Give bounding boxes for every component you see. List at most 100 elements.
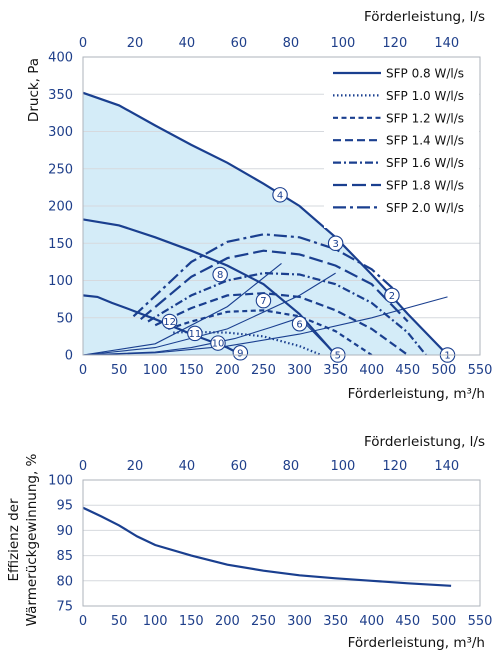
- efficiency-curve: [82, 506, 452, 587]
- legend-label-3: SFP 1.2 W/l/s: [386, 111, 464, 125]
- legend-item-5: SFP 1.6 W/l/s: [333, 156, 464, 170]
- operating-point-label-7: 7: [260, 296, 266, 307]
- legend-label-7: SFP 2.0 W/l/s: [386, 201, 464, 215]
- operating-point-label-10: 10: [212, 339, 225, 350]
- chart1-x-tick-0: 0: [79, 363, 87, 378]
- system-curve-3: [83, 262, 282, 355]
- operating-point-label-9: 9: [237, 348, 243, 359]
- chart1-y-tick-50: 50: [56, 311, 73, 326]
- chart2-gridlines: [83, 504, 480, 582]
- chart2-x-tick-200: 200: [215, 614, 240, 629]
- chart2-x-tick-100: 100: [143, 614, 168, 629]
- chart1-y-tick-400: 400: [48, 51, 73, 66]
- legend-item-7: SFP 2.0 W/l/s: [333, 201, 464, 215]
- legend-label-1: SFP 0.8 W/l/s: [386, 67, 464, 81]
- legend-label-2: SFP 1.0 W/l/s: [386, 89, 464, 103]
- efficiency-line-1: [82, 506, 452, 587]
- chart1-top-tick-0: 0: [79, 36, 87, 51]
- pressure-chart: Förderleistung, l/s 0 20 40 60 80 100 120 140 0…: [26, 9, 492, 402]
- chart2-x-tick-150: 150: [179, 614, 204, 629]
- chart1-top-axis-title: Förderleistung, l/s: [364, 9, 485, 25]
- operating-point-9: 9: [232, 345, 249, 361]
- chart2-y-tick-90: 90: [56, 524, 73, 539]
- chart1-y-axis-label: Druck, Pa: [26, 58, 42, 122]
- operating-point-2: 2: [384, 287, 400, 304]
- chart2-top-tick-40: 40: [179, 459, 196, 474]
- operating-point-12: 12: [161, 313, 178, 330]
- operating-point-label-12: 12: [163, 317, 176, 328]
- chart1-y-tick-150: 150: [48, 237, 73, 252]
- chart1-y-tick-100: 100: [48, 274, 73, 289]
- chart1-x-tick-150: 150: [179, 363, 204, 378]
- operating-point-label-5: 5: [335, 351, 341, 362]
- chart2-x-tick-500: 500: [431, 614, 456, 629]
- sfp-curves: [132, 233, 427, 355]
- chart2-y-axis-label: Effizienz der Wärmerückgewinnung, %: [6, 453, 40, 626]
- operating-point-label-8: 8: [217, 270, 223, 281]
- operating-point-4: 4: [272, 187, 288, 203]
- legend-item-4: SFP 1.4 W/l/s: [333, 134, 464, 148]
- operating-point-circle-8: [212, 266, 228, 283]
- chart1-top-axis-ticks: 0 20 40 60 80 100 120 140: [79, 36, 459, 51]
- chart2-x-tick-550: 550: [468, 614, 493, 629]
- chart2-y-tick-80: 80: [56, 574, 73, 589]
- chart2-x-axis-ticks: 0 50 100 150 200 250 300 350 400 450 500 550: [79, 614, 493, 629]
- system-curve-2: [83, 272, 336, 355]
- chart2-y-tick-95: 95: [56, 499, 73, 514]
- chart2-axes: [82, 479, 481, 607]
- chart2-x-axis-label: Förderleistung, m³/h: [348, 635, 485, 651]
- chart2-top-tick-0: 0: [79, 459, 87, 474]
- chart1-top-tick-100: 100: [330, 36, 355, 51]
- chart2-x-tick-50: 50: [111, 614, 128, 629]
- chart1-x-tick-200: 200: [215, 363, 240, 378]
- sfp-curve-4: [154, 292, 409, 355]
- chart1-x-tick-400: 400: [359, 363, 384, 378]
- chart1-y-tick-200: 200: [48, 200, 73, 215]
- chart1-y-tick-300: 300: [48, 125, 73, 140]
- chart1-axis-frame: [82, 56, 481, 356]
- chart2-x-tick-450: 450: [395, 614, 420, 629]
- operating-point-label-1: 1: [444, 351, 450, 362]
- chart1-x-tick-250: 250: [251, 363, 276, 378]
- operating-point-7: 7: [255, 292, 272, 309]
- chart2-x-tick-250: 250: [251, 614, 276, 629]
- chart2-y-tick-100: 100: [48, 474, 73, 489]
- chart1-x-tick-300: 300: [287, 363, 312, 378]
- chart2-top-axis-title: Förderleistung, l/s: [364, 434, 485, 450]
- operating-point-10: 10: [210, 335, 226, 351]
- chart1-axes: [82, 56, 481, 356]
- operating-point-circle-11: [187, 325, 203, 342]
- operating-point-circle-4: [272, 187, 288, 203]
- operating-point-circle-3: [327, 235, 344, 252]
- fan-curve-2: [83, 218, 337, 355]
- operating-point-circle-10: [210, 335, 226, 351]
- chart2-top-tick-60: 60: [231, 459, 248, 474]
- chart1-top-tick-140: 140: [434, 36, 459, 51]
- legend-item-3: SFP 1.2 W/l/s: [333, 111, 464, 125]
- chart2-top-tick-140: 140: [434, 459, 459, 474]
- chart2-x-tick-0: 0: [79, 614, 87, 629]
- chart1-x-tick-500: 500: [431, 363, 456, 378]
- operating-point-circle-7: [255, 292, 272, 309]
- legend-item-6: SFP 1.8 W/l/s: [333, 179, 464, 193]
- operating-point-6: 6: [291, 315, 308, 332]
- chart2-top-axis-ticks: 0 20 40 60 80 100 120 140: [79, 459, 459, 474]
- chart2-x-tick-400: 400: [359, 614, 384, 629]
- chart1-top-tick-20: 20: [127, 36, 144, 51]
- operating-area-fill: [83, 92, 448, 356]
- chart1-top-tick-60: 60: [231, 36, 248, 51]
- operating-point-label-6: 6: [296, 319, 302, 330]
- chart1-y-tick-350: 350: [48, 88, 73, 103]
- operating-point-label-4: 4: [277, 190, 283, 201]
- chart2-y-tick-75: 75: [56, 600, 73, 615]
- sfp-curve-3: [167, 309, 373, 355]
- operating-point-circle-12: [161, 313, 178, 330]
- chart2-top-tick-120: 120: [382, 459, 407, 474]
- chart1-top-tick-120: 120: [382, 36, 407, 51]
- chart1-x-tick-550: 550: [468, 363, 493, 378]
- legend: SFP 0.8 W/l/s SFP 1.0 W/l/s SFP 1.2 W/l/s S…: [333, 67, 464, 215]
- chart2-x-tick-300: 300: [287, 614, 312, 629]
- operating-point-label-3: 3: [332, 239, 338, 250]
- efficiency-chart: Förderleistung, l/s 0 20 40 60 80 100 120 140 0…: [6, 434, 492, 651]
